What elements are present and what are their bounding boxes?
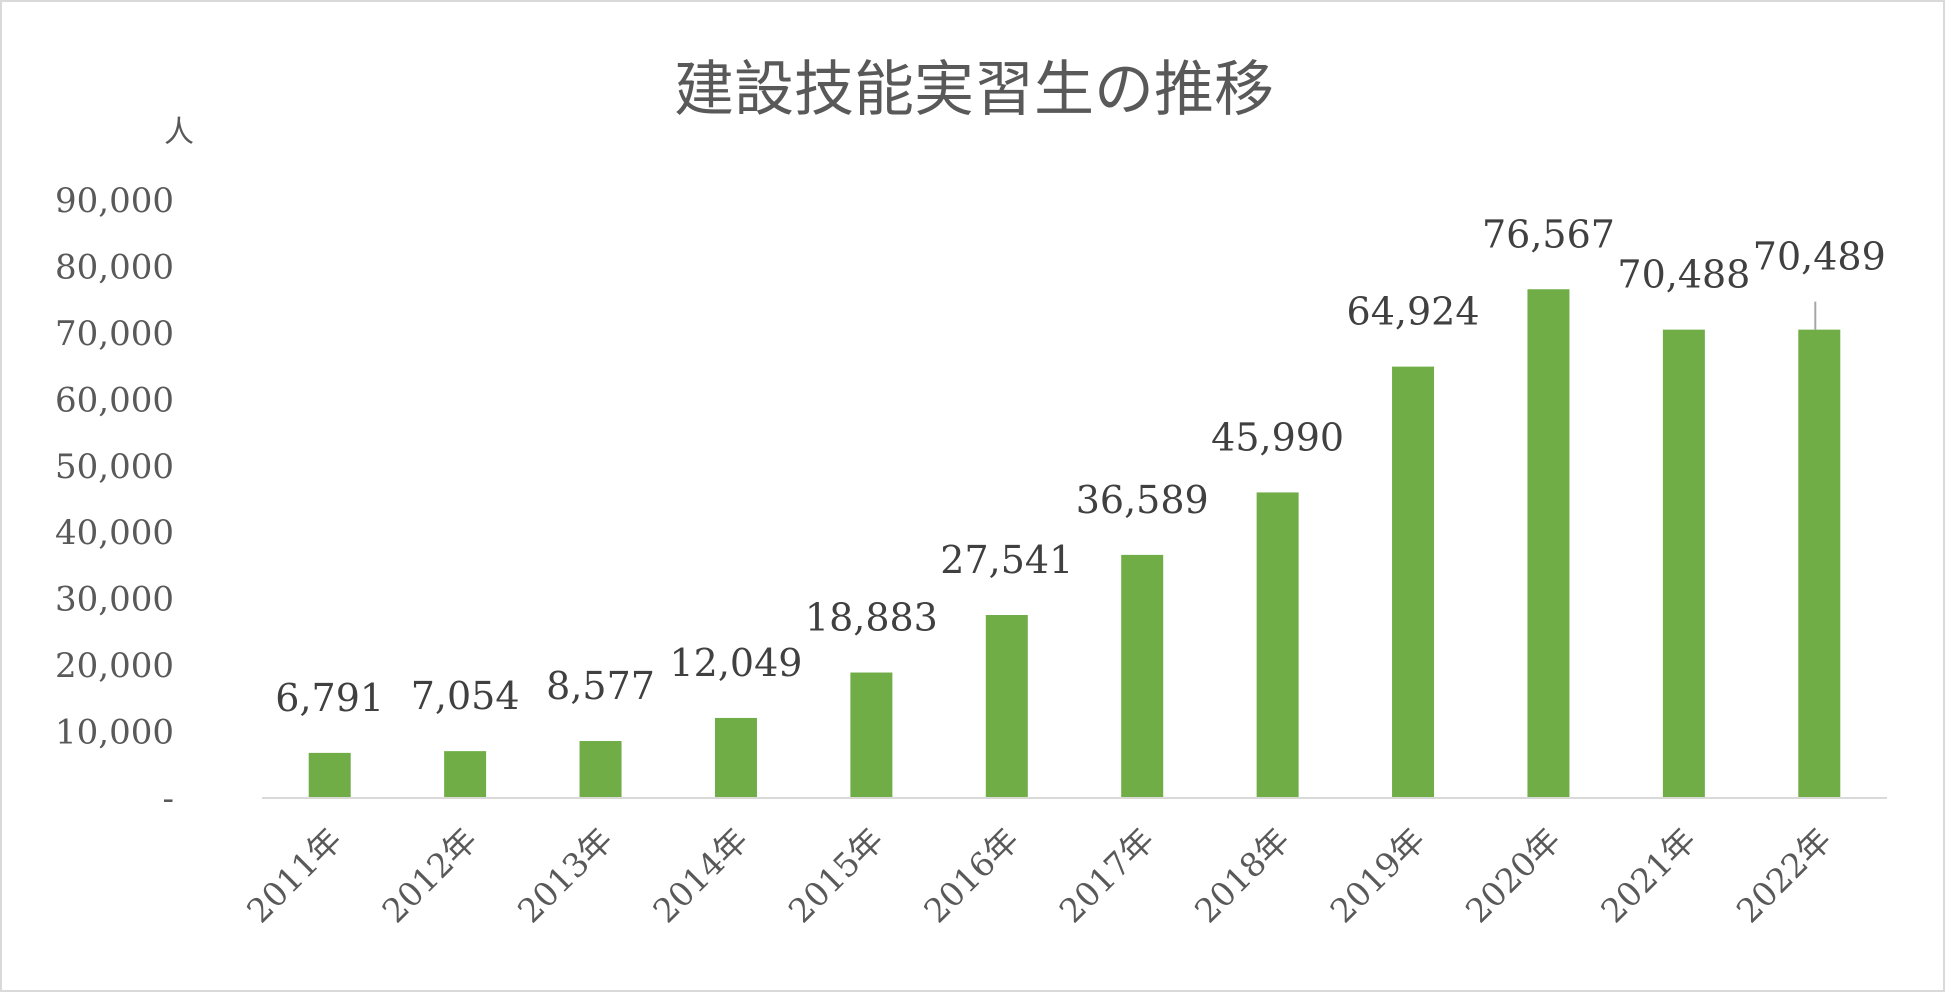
data-label: 70,488 [1617,253,1750,297]
bar [1798,329,1841,798]
x-tick-label: 2021年 [1593,820,1703,930]
y-tick-label: 40,000 [55,513,174,553]
data-label: 36,589 [1076,478,1209,522]
bar [308,752,351,798]
data-label: 27,541 [940,538,1073,582]
bar [1392,366,1435,798]
y-tick-label: 60,000 [55,380,174,420]
x-tick-label: 2018年 [1187,820,1297,930]
y-tick-label: 50,000 [55,447,174,487]
x-tick-label: 2013年 [510,820,620,930]
x-tick-label: 2014年 [645,820,755,930]
x-tick-label: 2017年 [1052,820,1162,930]
bar [1662,329,1705,798]
chart-title: 建設技能実習生の推移 [674,55,1274,125]
y-axis-ticks: - 10,000 20,000 30,000 40,000 50,000 60,000 70,… [55,181,174,819]
x-tick-label: 2020年 [1458,820,1568,930]
y-tick-label: 20,000 [55,646,174,686]
x-tick-label: 2011年 [239,820,349,930]
bar [1121,554,1164,798]
data-labels: 6,791 7,054 8,577 12,04918,88327,54136,5894… [275,212,1885,720]
data-label: 7,054 [411,674,520,718]
y-tick-label: - [163,779,175,819]
data-label: 6,791 [275,676,384,720]
x-axis-ticks: 2011年 2012年 2013年 2014年 2015年 2016年 2017年 2018年… [239,820,1839,930]
bars [308,289,1841,798]
data-label: 12,049 [669,641,802,685]
data-label: 76,567 [1482,212,1615,256]
x-tick-label: 2016年 [916,820,1026,930]
x-tick-label: 2012年 [374,820,484,930]
bar [444,751,487,798]
y-tick-label: 10,000 [55,713,174,753]
bar [714,717,757,798]
x-tick-label: 2022年 [1729,820,1839,930]
y-tick-label: 30,000 [55,580,174,620]
data-label: 64,924 [1347,290,1480,334]
data-label: 8,577 [546,664,655,708]
y-axis-unit-label: 人 [164,115,194,150]
data-label: 70,489 [1753,235,1886,279]
x-tick-label: 2015年 [781,820,891,930]
y-tick-label: 90,000 [55,181,174,221]
data-label: 45,990 [1211,415,1344,459]
bar [985,615,1028,798]
bar [850,672,893,798]
bar [579,741,622,798]
x-tick-label: 2019年 [1322,820,1432,930]
bar [1256,492,1299,798]
data-label: 18,883 [805,596,938,640]
y-tick-label: 70,000 [55,314,174,354]
y-tick-label: 80,000 [55,247,174,287]
bar [1527,289,1570,798]
